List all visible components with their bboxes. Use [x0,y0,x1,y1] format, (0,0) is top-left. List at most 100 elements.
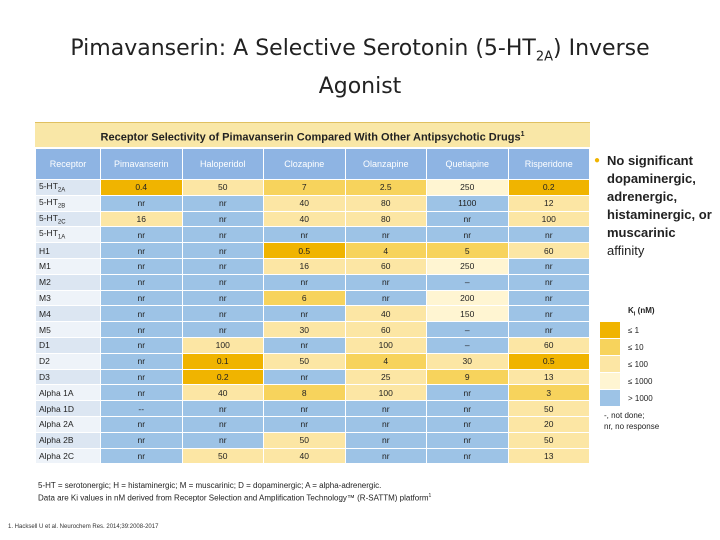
receptor-cell: M3 [35,289,101,307]
legend-items: ≤ 1 ≤ 10 ≤ 100 ≤ 1000 > 1000 [600,322,655,407]
column-header: Receptor [35,148,101,180]
value-cell: nr [181,415,264,433]
value-cell: 13 [507,447,590,465]
value-cell: 60 [507,242,590,259]
table-row: Alpha 2C nr 50 40 nr nr 13 [35,447,590,465]
bullet-dot: ● [594,155,601,166]
value-cell: 5 [426,242,509,259]
value-cell: 50 [263,431,346,449]
footnote-text: Data are Ki values in nM derived from Re… [38,493,429,503]
value-cell: nr [426,400,509,417]
table-row: D3 nr 0.2 nr 25 9 13 [35,368,590,386]
receptor-cell: Alpha 2B [35,431,101,449]
value-cell: 3 [507,384,590,402]
receptor-cell: D2 [35,352,101,370]
legend-swatch [600,322,620,338]
value-cell: nr [100,415,183,433]
value-cell: – [426,336,509,354]
value-cell: 8 [263,384,346,402]
column-header: Risperidone [507,148,590,180]
value-cell: nr [507,305,590,323]
value-cell: 60 [507,336,590,354]
title-sub: 2A [535,49,553,65]
value-cell: nr [181,400,264,417]
value-cell: 30 [426,352,509,370]
receptor-cell: Alpha 2C [35,447,101,465]
table-row: Alpha 1D -- nr nr nr nr 50 [35,400,590,417]
title-text: ) Inverse Agonist [318,36,650,100]
value-cell: nr [507,321,590,338]
table-title: Receptor Selectivity of Pimavanserin Com… [35,122,590,147]
value-cell: nr [181,242,264,259]
value-cell: 50 [507,400,590,417]
value-cell: nr [181,194,264,212]
value-cell: nr [100,194,183,212]
value-cell: 100 [344,384,427,402]
table-row: Alpha 1A nr 40 8 100 nr 3 [35,384,590,402]
value-cell: nr [426,447,509,465]
receptor-cell: Alpha 1A [35,384,101,402]
value-cell: 200 [426,289,509,307]
value-cell: 4 [344,352,427,370]
value-cell: nr [263,336,346,354]
receptor-sub: 1A [57,235,66,242]
legend-swatch [600,390,620,406]
receptor-name: M1 [39,261,51,272]
receptor-name: Alpha 2A [39,419,74,430]
value-cell: nr [100,257,183,275]
legend-label: > 1000 [628,394,653,403]
bullet-text: No significant dopaminergic, adrenergic,… [607,152,714,260]
value-cell: nr [100,384,183,402]
value-cell: nr [100,352,183,370]
legend-title-sub: i [633,311,636,318]
bullet: ● No significant dopaminergic, adrenergic… [594,152,714,260]
value-cell: nr [100,273,183,291]
table-row: 5-HT2A 0.4 50 7 2.5 250 0.2 [35,179,590,196]
receptor-cell: 5-HT2B [35,194,101,212]
value-cell: nr [507,257,590,275]
receptor-name: D2 [39,356,50,367]
value-cell: nr [100,226,183,244]
value-cell: nr [100,242,183,259]
value-cell: 60 [344,257,427,275]
value-cell: -- [100,400,183,417]
value-cell: nr [181,305,264,323]
receptor-cell: 5-HT2A [35,179,101,196]
table-title-sup: 1 [520,131,525,138]
table-row: D1 nr 100 nr 100–60 [35,336,590,354]
value-cell: nr [181,226,264,244]
table-row: M2 nr nr nr nr – nr [35,273,590,291]
value-cell: 40 [263,194,346,212]
legend-swatch [600,373,620,389]
receptor-name: D3 [39,371,50,382]
value-cell: 6 [263,289,346,307]
receptor-name: Alpha 2C [39,450,74,461]
title-text: Pimavanserin: A Selective Serotonin (5-H… [70,36,536,61]
table-row: 5-HT1A nr nr nr nr nr nr [35,226,590,244]
legend-swatch [600,339,620,355]
column-header: Quetiapine [426,148,509,180]
column-header: Clozapine [263,148,346,180]
receptor-sub: 2A [57,187,66,194]
value-cell: nr [344,447,427,465]
receptor-cell: 5-HT2C [35,210,101,228]
table-row: Alpha 2B nr nr 50 nr nr 50 [35,431,590,449]
value-cell: nr [426,415,509,433]
column-header: Haloperidol [181,148,264,180]
table-row: M1 nr nr 16 60 250 nr [35,257,590,275]
value-cell: 2.5 [344,179,427,196]
value-cell: 40 [263,210,346,228]
value-cell: 80 [344,210,427,228]
receptor-cell: D1 [35,336,101,354]
value-cell: nr [344,289,427,307]
value-cell: nr [181,431,264,449]
value-cell: nr [181,273,264,291]
receptor-name: M2 [39,277,51,288]
column-header: Olanzapine [344,148,427,180]
table-row: M3 nr nr 6 nr 200 nr [35,289,590,307]
receptor-sub: 2C [57,219,66,226]
footnotes: 5-HT = serotonergic; H = histaminergic; … [38,480,431,504]
legend-title-text: K [628,306,634,315]
value-cell: 50 [263,352,346,370]
